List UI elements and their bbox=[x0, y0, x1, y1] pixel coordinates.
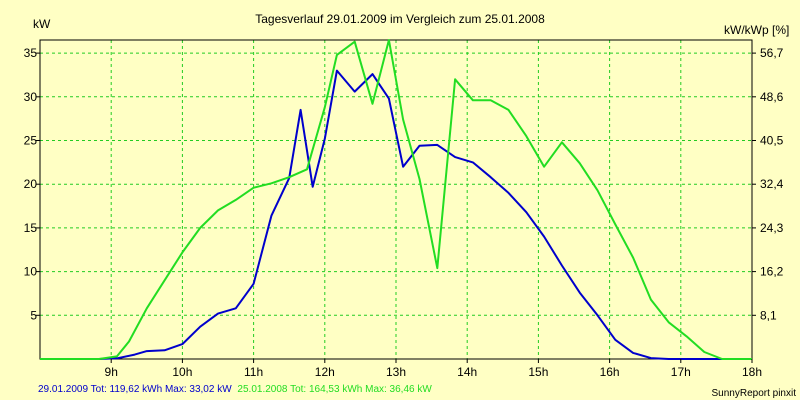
x-tick-label: 10h bbox=[172, 365, 192, 379]
footer-summary-2009: 29.01.2009 Tot: 119,62 kWh Max: 33,02 kW bbox=[38, 384, 232, 395]
x-tick-label: 9h bbox=[105, 365, 118, 379]
footer-summary: 29.01.2009 Tot: 119,62 kWh Max: 33,02 kW… bbox=[38, 384, 432, 395]
y-tick-label: 15 bbox=[24, 221, 38, 235]
y2-tick-label: 24,3 bbox=[760, 221, 784, 235]
y-axis-label: kW bbox=[33, 17, 51, 31]
y2-axis-ticks: 8,1 16,2 24,3 32,4 40,5 48,6 56,7 bbox=[752, 46, 784, 322]
y-tick-label: 25 bbox=[24, 134, 38, 148]
footer-summary-2008: 25.01.2008 Tot: 164,53 kWh Max: 36,46 kW bbox=[237, 384, 432, 395]
y-tick-label: 5 bbox=[30, 308, 37, 322]
footer-credit: SunnyReport pinxit bbox=[712, 388, 797, 399]
y2-tick-label: 32,4 bbox=[760, 177, 784, 191]
x-tick-label: 18h bbox=[742, 365, 762, 379]
y2-tick-label: 56,7 bbox=[760, 46, 784, 60]
x-tick-label: 14h bbox=[457, 365, 477, 379]
y2-axis-label: kW/kWp [%] bbox=[724, 23, 789, 37]
y-tick-label: 30 bbox=[24, 90, 38, 104]
x-tick-label: 17h bbox=[671, 365, 691, 379]
x-tick-label: 13h bbox=[386, 365, 406, 379]
series-line-2008 bbox=[40, 39, 752, 360]
x-tick-label: 16h bbox=[600, 365, 620, 379]
y2-tick-label: 8,1 bbox=[760, 308, 777, 322]
series-line-2009 bbox=[40, 69, 752, 360]
x-axis-ticks: 9h 10h 11h 12h 13h 14h 15h 16h 17h 18h bbox=[105, 359, 762, 379]
x-tick-label: 12h bbox=[315, 365, 335, 379]
y2-tick-label: 40,5 bbox=[760, 134, 784, 148]
y-tick-label: 20 bbox=[24, 177, 38, 191]
x-tick-label: 15h bbox=[528, 365, 548, 379]
series-layer bbox=[40, 39, 752, 360]
y-axis-ticks: 5 10 15 20 25 30 35 bbox=[24, 46, 40, 322]
y2-tick-label: 48,6 bbox=[760, 90, 784, 104]
y2-tick-label: 16,2 bbox=[760, 265, 784, 279]
x-tick-label: 11h bbox=[244, 365, 263, 379]
y-tick-label: 10 bbox=[24, 265, 38, 279]
y-tick-label: 35 bbox=[24, 46, 38, 60]
chart-title: Tagesverlauf 29.01.2009 im Vergleich zum… bbox=[255, 12, 545, 26]
